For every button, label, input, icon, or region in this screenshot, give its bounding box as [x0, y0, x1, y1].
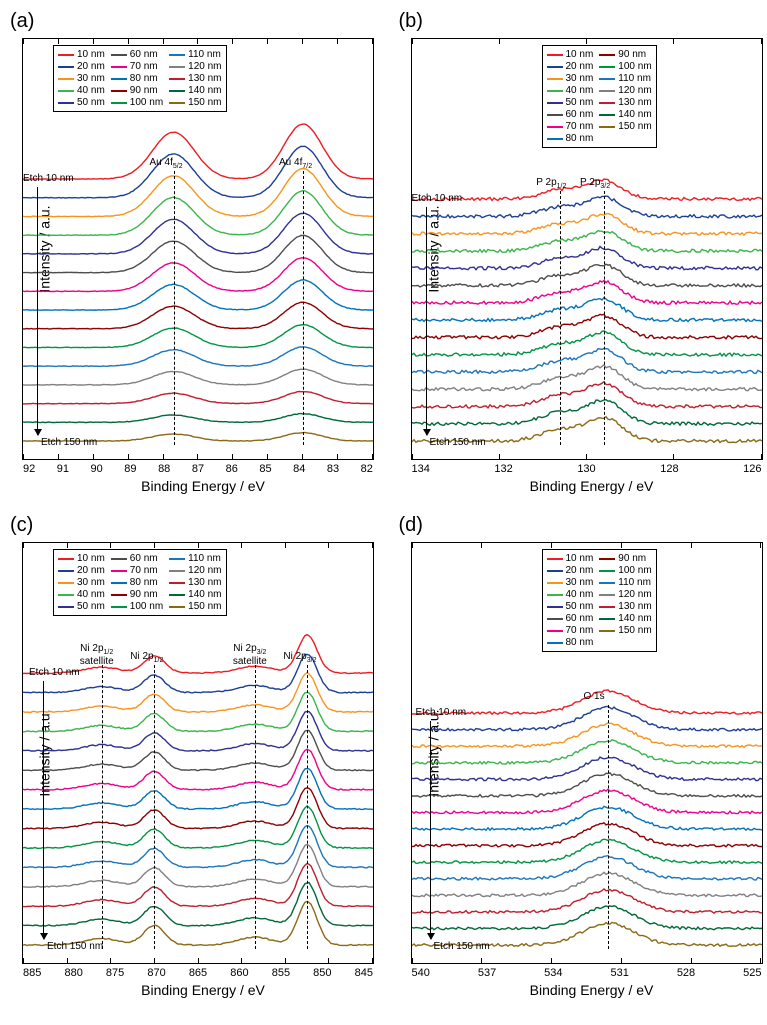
legend-item: 10 nm	[547, 553, 594, 564]
legend-item: 40 nm	[547, 85, 594, 96]
legend-item: 30 nm	[58, 73, 105, 84]
panel-b-legend: 10 nm20 nm30 nm40 nm50 nm60 nm70 nm80 nm…	[542, 45, 657, 148]
legend-item: 60 nm	[111, 49, 163, 60]
panel-a-label: (a)	[10, 10, 34, 33]
legend-item: 70 nm	[547, 121, 594, 132]
legend-item: 150 nm	[599, 625, 651, 636]
legend-item: 140 nm	[599, 613, 651, 624]
panel-c-xlabel: Binding Energy / eV	[22, 982, 384, 998]
panel-d-xlabel: Binding Energy / eV	[411, 982, 767, 998]
legend-item: 50 nm	[58, 601, 105, 612]
legend-item: 20 nm	[547, 565, 594, 576]
legend-item: 10 nm	[58, 49, 105, 60]
legend-item: 60 nm	[111, 553, 163, 564]
legend-item: 80 nm	[111, 73, 163, 84]
legend-item: 40 nm	[547, 589, 594, 600]
legend-item: 110 nm	[599, 73, 651, 84]
panel-c-legend: 10 nm20 nm30 nm40 nm50 nm 60 nm70 nm80 nm…	[53, 549, 227, 616]
panel-d-legend: 10 nm20 nm30 nm40 nm50 nm60 nm70 nm80 nm…	[542, 549, 657, 652]
panel-a-xticks: 9291908988878685848382	[23, 463, 373, 475]
panel-a-plot: Intensity / a.u. 10 nm20 nm30 nm40 nm50 …	[22, 38, 374, 460]
legend-item: 100 nm	[599, 61, 651, 72]
legend-item: 80 nm	[547, 637, 594, 648]
legend-item: 70 nm	[547, 625, 594, 636]
legend-item: 130 nm	[599, 601, 651, 612]
legend-item: 30 nm	[547, 577, 594, 588]
legend-item: 140 nm	[169, 589, 221, 600]
legend-item: 70 nm	[111, 61, 163, 72]
panel-a-legend: 10 nm20 nm30 nm40 nm50 nm 60 nm70 nm80 nm…	[53, 45, 227, 112]
panel-c: (c) Intensity / a.u. 10 nm20 nm30 nm40 n…	[10, 514, 389, 998]
legend-item: 70 nm	[111, 565, 163, 576]
legend-item: 10 nm	[547, 49, 594, 60]
legend-item: 100 nm	[111, 97, 163, 108]
figure-grid: (a) Intensity / a.u. 10 nm20 nm30 nm40 n…	[10, 10, 767, 998]
legend-item: 100 nm	[111, 601, 163, 612]
panel-d-plot: Intensity / a.u. 10 nm20 nm30 nm40 nm50 …	[411, 542, 763, 964]
legend-item: 150 nm	[169, 97, 221, 108]
legend-item: 90 nm	[111, 589, 163, 600]
legend-item: 20 nm	[58, 61, 105, 72]
panel-d-xticks: 540537534531528525	[412, 967, 762, 979]
legend-item: 140 nm	[599, 109, 651, 120]
panel-d-label: (d)	[399, 514, 423, 537]
legend-item: 10 nm	[58, 553, 105, 564]
legend-item: 30 nm	[547, 73, 594, 84]
legend-item: 60 nm	[547, 613, 594, 624]
legend-item: 150 nm	[169, 601, 221, 612]
legend-item: 30 nm	[58, 577, 105, 588]
legend-item: 90 nm	[111, 85, 163, 96]
panel-c-label: (c)	[10, 514, 33, 537]
legend-item: 110 nm	[169, 553, 221, 564]
legend-item: 50 nm	[547, 601, 594, 612]
legend-item: 140 nm	[169, 85, 221, 96]
legend-item: 90 nm	[599, 49, 651, 60]
panel-a: (a) Intensity / a.u. 10 nm20 nm30 nm40 n…	[10, 10, 389, 494]
panel-a-xlabel: Binding Energy / eV	[22, 478, 384, 494]
panel-d: (d) Intensity / a.u. 10 nm20 nm30 nm40 n…	[399, 514, 767, 998]
legend-item: 20 nm	[58, 565, 105, 576]
legend-item: 50 nm	[547, 97, 594, 108]
legend-item: 110 nm	[169, 49, 221, 60]
legend-item: 50 nm	[58, 97, 105, 108]
panel-c-xticks: 885880875870865860855850845	[23, 967, 373, 979]
legend-item: 120 nm	[169, 61, 221, 72]
legend-item: 110 nm	[599, 577, 651, 588]
panel-b: (b) Intensity / a.u. 10 nm20 nm30 nm40 n…	[399, 10, 767, 494]
legend-item: 130 nm	[169, 73, 221, 84]
legend-item: 120 nm	[599, 85, 651, 96]
panel-b-plot: Intensity / a.u. 10 nm20 nm30 nm40 nm50 …	[411, 38, 763, 460]
legend-item: 80 nm	[111, 577, 163, 588]
legend-item: 80 nm	[547, 133, 594, 144]
legend-item: 60 nm	[547, 109, 594, 120]
legend-item: 20 nm	[547, 61, 594, 72]
legend-item: 90 nm	[599, 553, 651, 564]
legend-item: 100 nm	[599, 565, 651, 576]
legend-item: 130 nm	[599, 97, 651, 108]
legend-item: 150 nm	[599, 121, 651, 132]
panel-b-label: (b)	[399, 10, 423, 33]
legend-item: 40 nm	[58, 589, 105, 600]
legend-item: 40 nm	[58, 85, 105, 96]
legend-item: 130 nm	[169, 577, 221, 588]
panel-b-xticks: 134132130128126	[412, 463, 762, 475]
legend-item: 120 nm	[599, 589, 651, 600]
panel-c-plot: Intensity / a.u. 10 nm20 nm30 nm40 nm50 …	[22, 542, 374, 964]
panel-b-xlabel: Binding Energy / eV	[411, 478, 767, 494]
legend-item: 120 nm	[169, 565, 221, 576]
